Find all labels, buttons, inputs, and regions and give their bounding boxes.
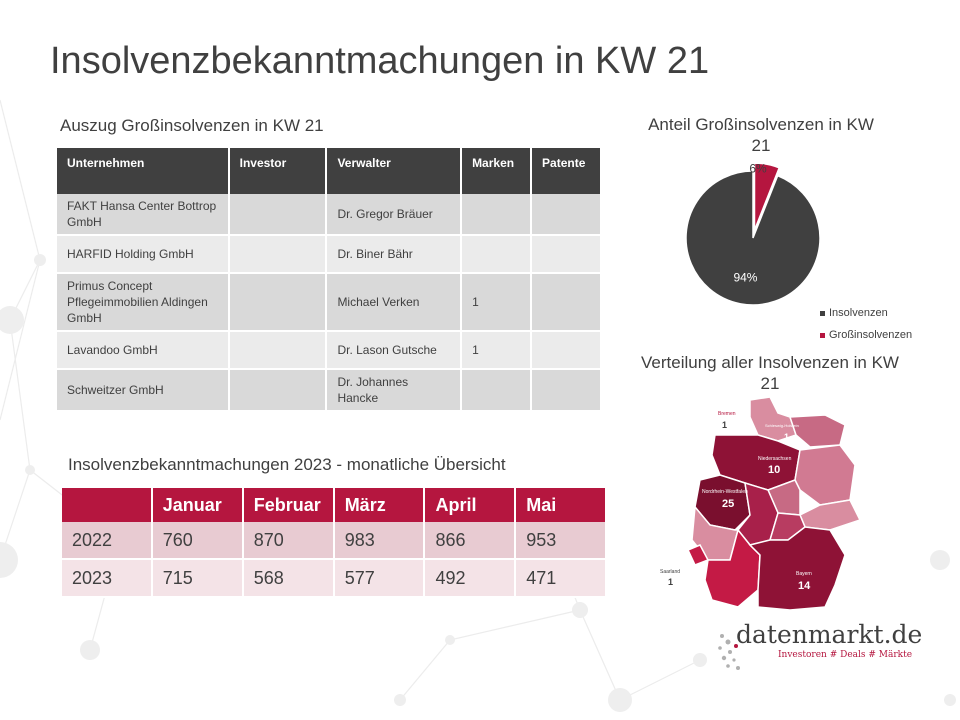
cell-value: 866 [424,522,517,560]
cell-verwalter: Michael Verken [326,273,463,332]
cell-investor [228,194,328,236]
map-region-mecklenburg [788,414,846,448]
cell-patente [531,331,602,370]
table-row: Primus Concept Pflegeimmobilien Aldingen… [57,273,602,332]
monthly-overview-table: Januar Februar März April Mai 2022 760 8… [62,488,607,598]
column-header-year [62,488,153,522]
pie-slice-großinsolvenzen [753,162,781,231]
cell-value: 983 [333,522,426,560]
cell-unternehmen: Lavandoo GmbH [57,331,230,370]
cell-unternehmen: Schweitzer GmbH [57,369,230,412]
cell-unternehmen: HARFID Holding GmbH [57,235,230,274]
map-title: Verteilung aller Insolvenzen in KW 21 [641,353,899,393]
map-label-schleswig-holstein: Schleswig-Holstein [765,423,799,428]
table-row: Lavandoo GmbH Dr. Lason Gutsche 1 [57,331,602,370]
cell-patente [531,235,602,274]
cell-unternehmen: Primus Concept Pflegeimmobilien Aldingen… [57,273,230,332]
logo-dots-icon [718,634,740,670]
legend-swatch [820,310,825,316]
column-header-patente: Patente [531,148,602,194]
column-header-maerz: März [333,488,426,522]
cell-patente [531,194,602,236]
table-row: HARFID Holding GmbH Dr. Biner Bähr [57,235,602,274]
cell-verwalter: Dr. Gregor Bräuer [326,194,463,236]
cell-patente [531,369,602,412]
table-row: FAKT Hansa Center Bottrop GmbH Dr. Grego… [57,194,602,236]
map-count-nordrhein-westfalen: 25 [722,498,734,510]
column-header-investor: Investor [228,148,328,194]
legend-item-insolvenzen: Insolvenzen [820,302,912,324]
cell-investor [228,369,328,412]
map-count-schleswig-holstein: 1 [784,432,789,442]
column-header-mai: Mai [515,488,607,522]
cell-verwalter: Dr. Johannes Hancke [326,369,463,412]
pie-chart-title: Anteil Großinsolvenzen in KW 21 [648,115,874,155]
map-count-niedersachsen: 10 [768,464,780,476]
table-row: 2022 760 870 983 866 953 [62,522,607,560]
pie-label-insolvenzen: 94% [733,270,757,284]
map-count-saarland: 1 [668,577,673,587]
monthly-overview-heading: Insolvenzbekanntmachungen 2023 - monatli… [68,455,506,474]
cell-marken [461,235,533,274]
cell-verwalter: Dr. Lason Gutsche [326,331,463,370]
table-row: 2023 715 568 577 492 471 [62,559,607,598]
cell-value: 492 [424,559,517,598]
cell-value: 870 [242,522,335,560]
cell-marken [461,369,533,412]
map-region-brandenburg [794,444,856,506]
table-row: Schweitzer GmbH Dr. Johannes Hancke [57,369,602,412]
brand-name: datenmarkt.de [736,620,923,649]
pie-slice-insolvenzen [685,170,821,306]
brand-tagline: Investoren # Deals # Märkte [778,650,913,660]
cell-verwalter: Dr. Biner Bähr [326,235,463,274]
cell-year: 2022 [62,522,153,560]
column-header-unternehmen: Unternehmen [57,148,230,194]
legend-label: Großinsolvenzen [829,329,913,341]
column-header-verwalter: Verwalter [326,148,463,194]
legend-swatch [820,332,825,338]
pie-chart: 94% 6% [685,161,821,306]
pie-label-großinsolvenzen: 6% [749,161,767,175]
column-header-marken: Marken [461,148,533,194]
cell-year: 2023 [62,559,153,598]
cell-value: 715 [151,559,244,598]
map-label-bayern: Bayern [796,571,812,577]
legend-label: Insolvenzen [829,307,888,319]
cell-investor [228,273,328,332]
cell-investor [228,331,328,370]
large-insolvencies-table: Unternehmen Investor Verwalter Marken Pa… [57,148,602,412]
map-label-bremen: Bremen [718,411,736,417]
cell-marken: 1 [461,331,533,370]
legend-item-grossinsolvenzen: Großinsolvenzen [820,324,912,346]
map-label-nordrhein-westfalen: Nordrhein-Westfalen [702,489,748,495]
cell-value: 953 [515,522,607,560]
cell-patente [531,273,602,332]
cell-unternehmen: FAKT Hansa Center Bottrop GmbH [57,194,230,236]
cell-value: 471 [515,559,607,598]
map-region-sachsen [799,499,862,531]
column-header-februar: Februar [242,488,335,522]
map-label-niedersachsen: Niedersachsen [758,456,792,462]
cell-marken [461,194,533,236]
germany-insolvency-map: Bremen 1 Schleswig-Holstein 1 Niedersach… [660,396,862,611]
cell-value: 577 [333,559,426,598]
large-insolvencies-heading: Auszug Großinsolvenzen in KW 21 [60,116,324,135]
page-title: Insolvenzbekanntmachungen in KW 21 [50,40,710,82]
map-label-saarland: Saarland [660,569,680,575]
cell-value: 760 [151,522,244,560]
cell-marken: 1 [461,273,533,332]
cell-value: 568 [242,559,335,598]
pie-legend: Insolvenzen Großinsolvenzen [820,302,912,346]
column-header-januar: Januar [151,488,244,522]
map-region-bayern [748,526,846,611]
map-count-bremen: 1 [722,420,727,430]
cell-investor [228,235,328,274]
map-count-bayern: 14 [798,580,811,592]
column-header-april: April [424,488,517,522]
